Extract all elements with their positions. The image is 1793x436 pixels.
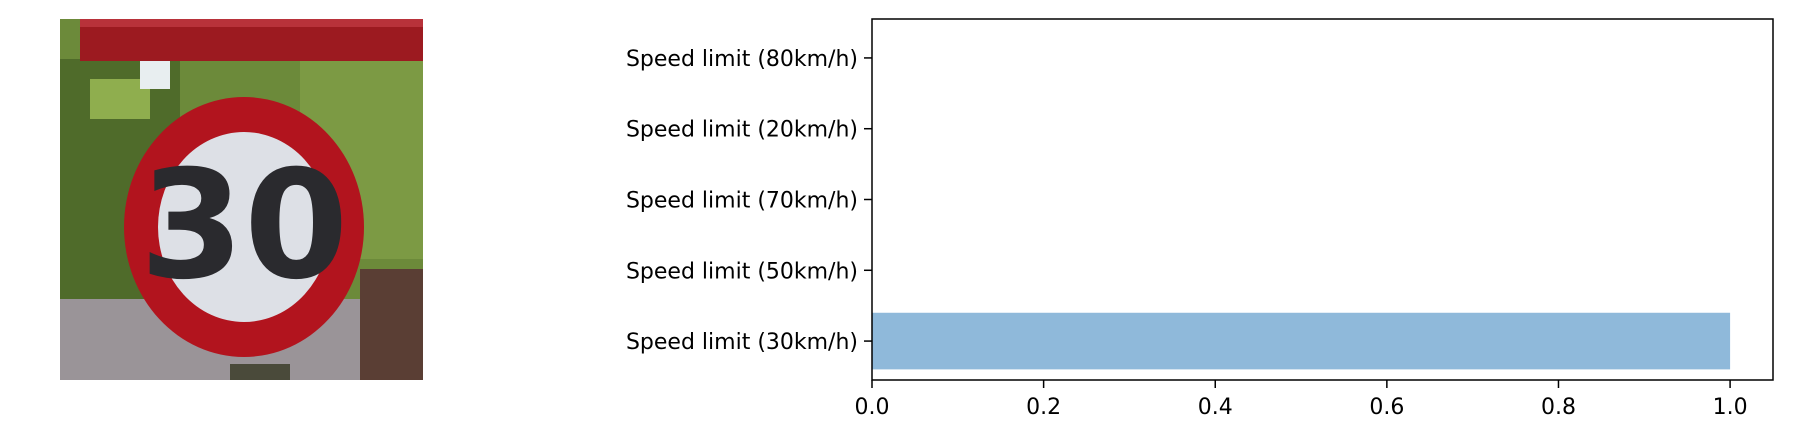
x-tick-label-1: 0.0 bbox=[855, 395, 890, 420]
sign-photo: 30 bbox=[60, 19, 423, 380]
y-tick-label-4: Speed limit (20km/h) bbox=[626, 118, 858, 143]
bar-1 bbox=[872, 312, 1731, 370]
x-tick-label-4: 0.6 bbox=[1369, 395, 1404, 420]
x-tick-label-2: 0.2 bbox=[1026, 395, 1061, 420]
y-tick-label-3: Speed limit (70km/h) bbox=[626, 189, 858, 214]
speed-limit-30-sign-image: 30 bbox=[60, 19, 423, 380]
red-top-highlight bbox=[80, 19, 423, 27]
y-tick-label-2: Speed limit (50km/h) bbox=[626, 259, 858, 284]
sign-number: 30 bbox=[140, 139, 349, 313]
y-tick-label-1: Speed limit (30km/h) bbox=[626, 330, 858, 355]
y-tick-label-5: Speed limit (80km/h) bbox=[626, 47, 858, 72]
x-tick-label-3: 0.4 bbox=[1198, 395, 1233, 420]
pole-base bbox=[230, 364, 290, 380]
x-tick-label-5: 0.8 bbox=[1541, 395, 1576, 420]
post-right bbox=[360, 269, 423, 380]
bars-group bbox=[872, 312, 1731, 370]
x-axis: 0.0 0.2 0.4 0.6 0.8 1.0 bbox=[855, 380, 1748, 420]
y-axis: Speed limit (30km/h) Speed limit (50km/h)… bbox=[626, 47, 872, 355]
x-tick-label-6: 1.0 bbox=[1713, 395, 1748, 420]
sign-white-face bbox=[158, 132, 330, 322]
sky-patch bbox=[140, 59, 170, 89]
